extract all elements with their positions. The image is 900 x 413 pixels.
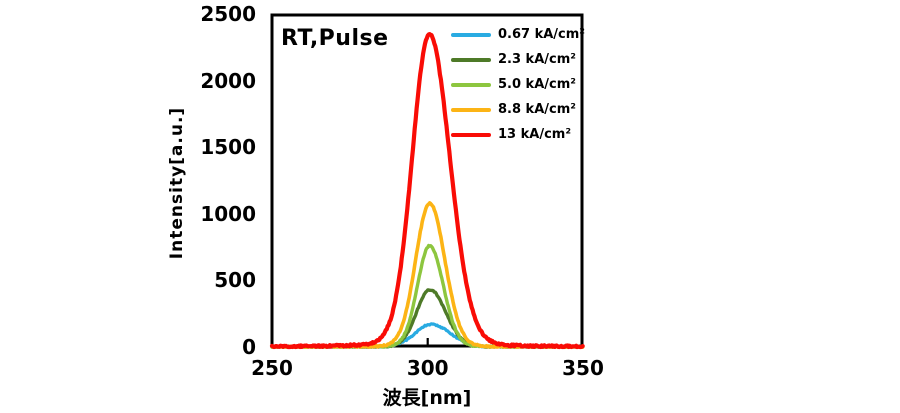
- x-tick-350: 350: [562, 356, 604, 380]
- legend-item: 2.3 kA/cm²: [451, 47, 585, 72]
- legend-label: 2.3 kA/cm²: [498, 52, 576, 67]
- y-tick-500: 500: [214, 268, 256, 293]
- legend-line-swatch: [451, 107, 491, 112]
- legend-item: 8.8 kA/cm²: [451, 97, 585, 122]
- legend-line-swatch: [451, 57, 491, 62]
- legend-line-swatch: [451, 32, 491, 37]
- legend-label: 13 kA/cm²: [498, 127, 572, 142]
- legend-line-swatch: [451, 132, 491, 137]
- x-tick-300: 300: [406, 356, 449, 380]
- legend-item: 0.67 kA/cm²: [451, 22, 585, 47]
- legend-label: 5.0 kA/cm²: [498, 77, 576, 92]
- legend-label: 8.8 kA/cm²: [498, 102, 576, 117]
- legend: 0.67 kA/cm² 2.3 kA/cm² 5.0 kA/cm² 8.8 kA…: [451, 22, 585, 147]
- y-axis-title: Intensity[a.u.]: [167, 106, 187, 260]
- x-axis-title: 波長[nm]: [382, 387, 472, 409]
- plot-frame: [270, 13, 584, 348]
- legend-item: 5.0 kA/cm²: [451, 72, 585, 97]
- series-line-4: [269, 31, 585, 350]
- plot-annotation: RT,Pulse: [281, 26, 389, 51]
- y-tick-1000: 1000: [200, 201, 256, 226]
- legend-label: 0.67 kA/cm²: [498, 27, 586, 42]
- y-tick-2000: 2000: [200, 68, 256, 93]
- y-tick-2500: 2500: [200, 2, 256, 26]
- y-tick-0: 0: [242, 335, 256, 359]
- x-tick-250: 250: [251, 356, 293, 380]
- legend-item: 13 kA/cm²: [451, 122, 585, 147]
- y-tick-1500: 1500: [200, 135, 256, 160]
- series-line-2: [270, 243, 585, 349]
- legend-line-swatch: [451, 82, 491, 87]
